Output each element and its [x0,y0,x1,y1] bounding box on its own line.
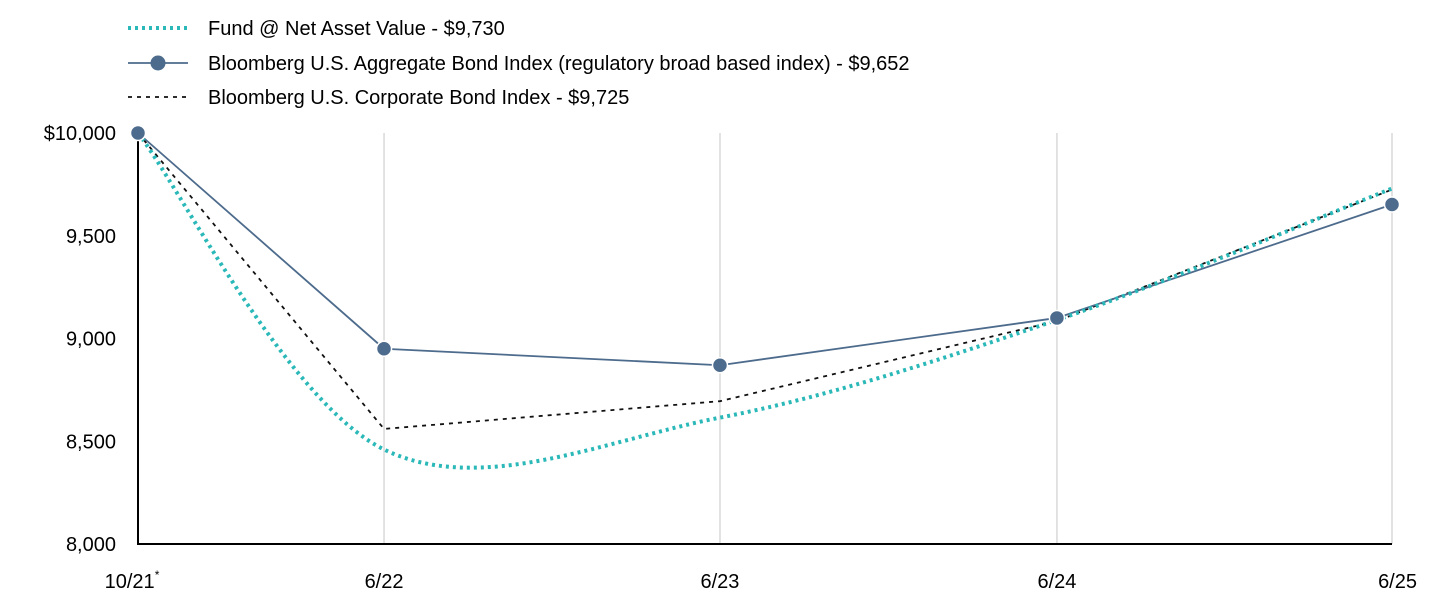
data-point [711,356,729,374]
x-tick-label: 6/24 [1037,571,1076,593]
y-tick-label: 8,000 [66,534,116,556]
tick-labels: $10,000 9,500 9,000 8,500 8,000 10/21* 6/22 6/2… [44,123,1417,593]
data-point [129,124,147,142]
grid-lines [383,133,1393,544]
legend-label: Bloomberg U.S. Corporate Bond Index - $9… [208,87,629,109]
legend-label: Fund @ Net Asset Value - $9,730 [208,18,505,40]
legend-entry: Fund @ Net Asset Value - $9,730 [128,18,505,40]
y-tick-label: 8,500 [66,431,116,453]
data-point [375,340,393,358]
axes [137,133,1392,545]
y-tick-label: 9,500 [66,226,116,248]
series-layer [129,124,1401,470]
legend-label: Bloomberg U.S. Aggregate Bond Index (reg… [208,53,910,75]
legend-entry: Bloomberg U.S. Corporate Bond Index - $9… [128,87,629,109]
x-tick-label: 6/22 [365,571,404,593]
y-tick-label: $10,000 [44,123,116,145]
series-line-2 [137,132,1393,430]
footnote-mark: * [155,568,160,582]
legend: Fund @ Net Asset Value - $9,730 Bloomberg… [128,18,910,109]
data-point [1383,196,1401,213]
x-tick-label: 10/21* [105,568,160,593]
series-line-1 [137,132,1393,367]
legend-marker [150,55,166,71]
x-tick-label: 6/23 [701,571,740,593]
y-tick-label: 9,000 [66,329,116,351]
legend-entry: Bloomberg U.S. Aggregate Bond Index (reg… [128,53,910,75]
x-tick-label: 6/25 [1378,571,1417,593]
data-point [1048,309,1066,327]
series-line-0 [136,131,1393,470]
